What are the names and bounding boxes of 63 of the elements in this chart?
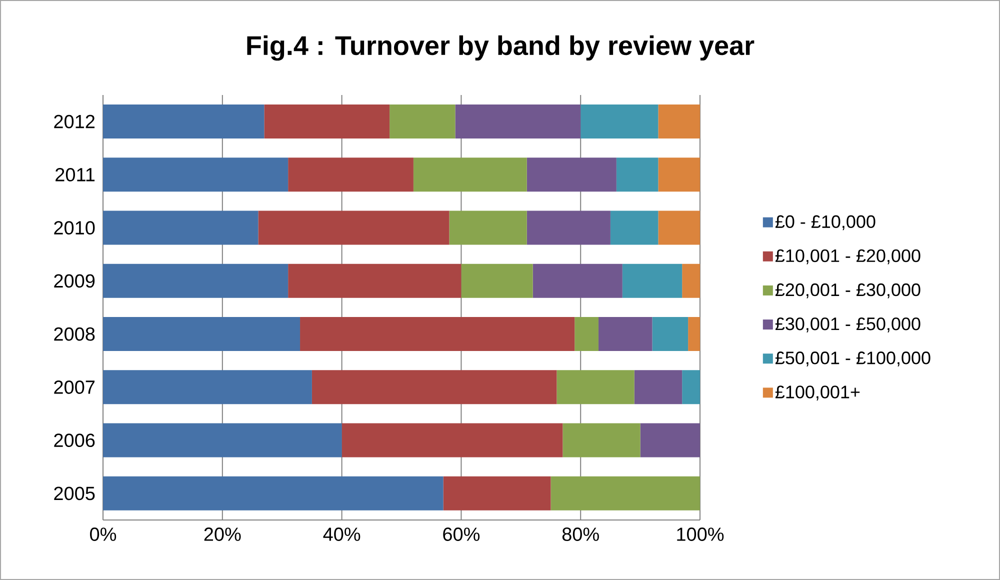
bar — [443, 476, 551, 510]
bar — [640, 423, 700, 458]
bar — [610, 210, 658, 245]
bar — [390, 104, 456, 139]
bar — [103, 104, 264, 139]
bar — [580, 104, 658, 139]
bar — [634, 370, 682, 404]
bar — [342, 423, 563, 458]
bar — [658, 104, 700, 139]
bar — [652, 317, 688, 352]
y-tick-label: 2011 — [56, 168, 95, 182]
x-tick-label: 0% — [90, 528, 116, 541]
y-tick-label: 2007 — [54, 380, 95, 394]
bar — [300, 317, 575, 352]
legend-label: £30,001 - £50,000 — [775, 317, 920, 332]
bar — [312, 370, 557, 404]
bar — [449, 210, 527, 245]
bar — [574, 317, 599, 352]
bar — [562, 423, 640, 458]
bar — [616, 158, 658, 192]
bar — [103, 423, 342, 458]
y-tick-label: 2006 — [54, 434, 95, 448]
bar — [622, 264, 682, 298]
bar — [288, 264, 462, 298]
legend-label: £0 - £10,000 — [775, 215, 876, 230]
y-tick-label: 2008 — [54, 327, 95, 341]
bar — [103, 210, 258, 245]
y-tick-label: 2010 — [54, 221, 95, 235]
x-tick-label: 60% — [443, 528, 480, 541]
bar — [455, 104, 581, 139]
legend-label: £50,001 - £100,000 — [775, 352, 930, 366]
chart-title: Fig.4 : Turnover by band by review year — [247, 35, 754, 61]
bar — [103, 158, 288, 192]
bar — [658, 158, 700, 192]
y-tick-label: 2005 — [54, 486, 95, 500]
y-tick-label: 2009 — [54, 274, 95, 288]
bar — [526, 210, 610, 245]
bar — [413, 158, 527, 192]
legend-label: £100,001+ — [775, 386, 860, 401]
bar — [103, 476, 444, 510]
bar — [688, 317, 700, 352]
x-tick-label: 80% — [562, 528, 599, 541]
y-tick-label: 2012 — [54, 114, 95, 128]
bar — [682, 264, 700, 298]
bar — [532, 264, 622, 298]
bar — [682, 370, 700, 404]
bar — [658, 210, 700, 245]
bar — [103, 264, 288, 298]
bar — [598, 317, 652, 352]
bar — [103, 370, 312, 404]
x-tick-label: 100% — [677, 528, 724, 541]
legend-label: £10,001 - £20,000 — [775, 249, 920, 264]
bar — [264, 104, 390, 139]
x-tick-label: 20% — [204, 528, 241, 541]
bar — [288, 158, 414, 192]
bar — [258, 210, 450, 245]
bar — [550, 476, 700, 510]
bar — [103, 317, 300, 352]
bar — [526, 158, 616, 192]
bar — [461, 264, 533, 298]
bar — [556, 370, 634, 404]
legend-label: £20,001 - £30,000 — [775, 283, 920, 298]
x-tick-label: 40% — [323, 528, 360, 541]
